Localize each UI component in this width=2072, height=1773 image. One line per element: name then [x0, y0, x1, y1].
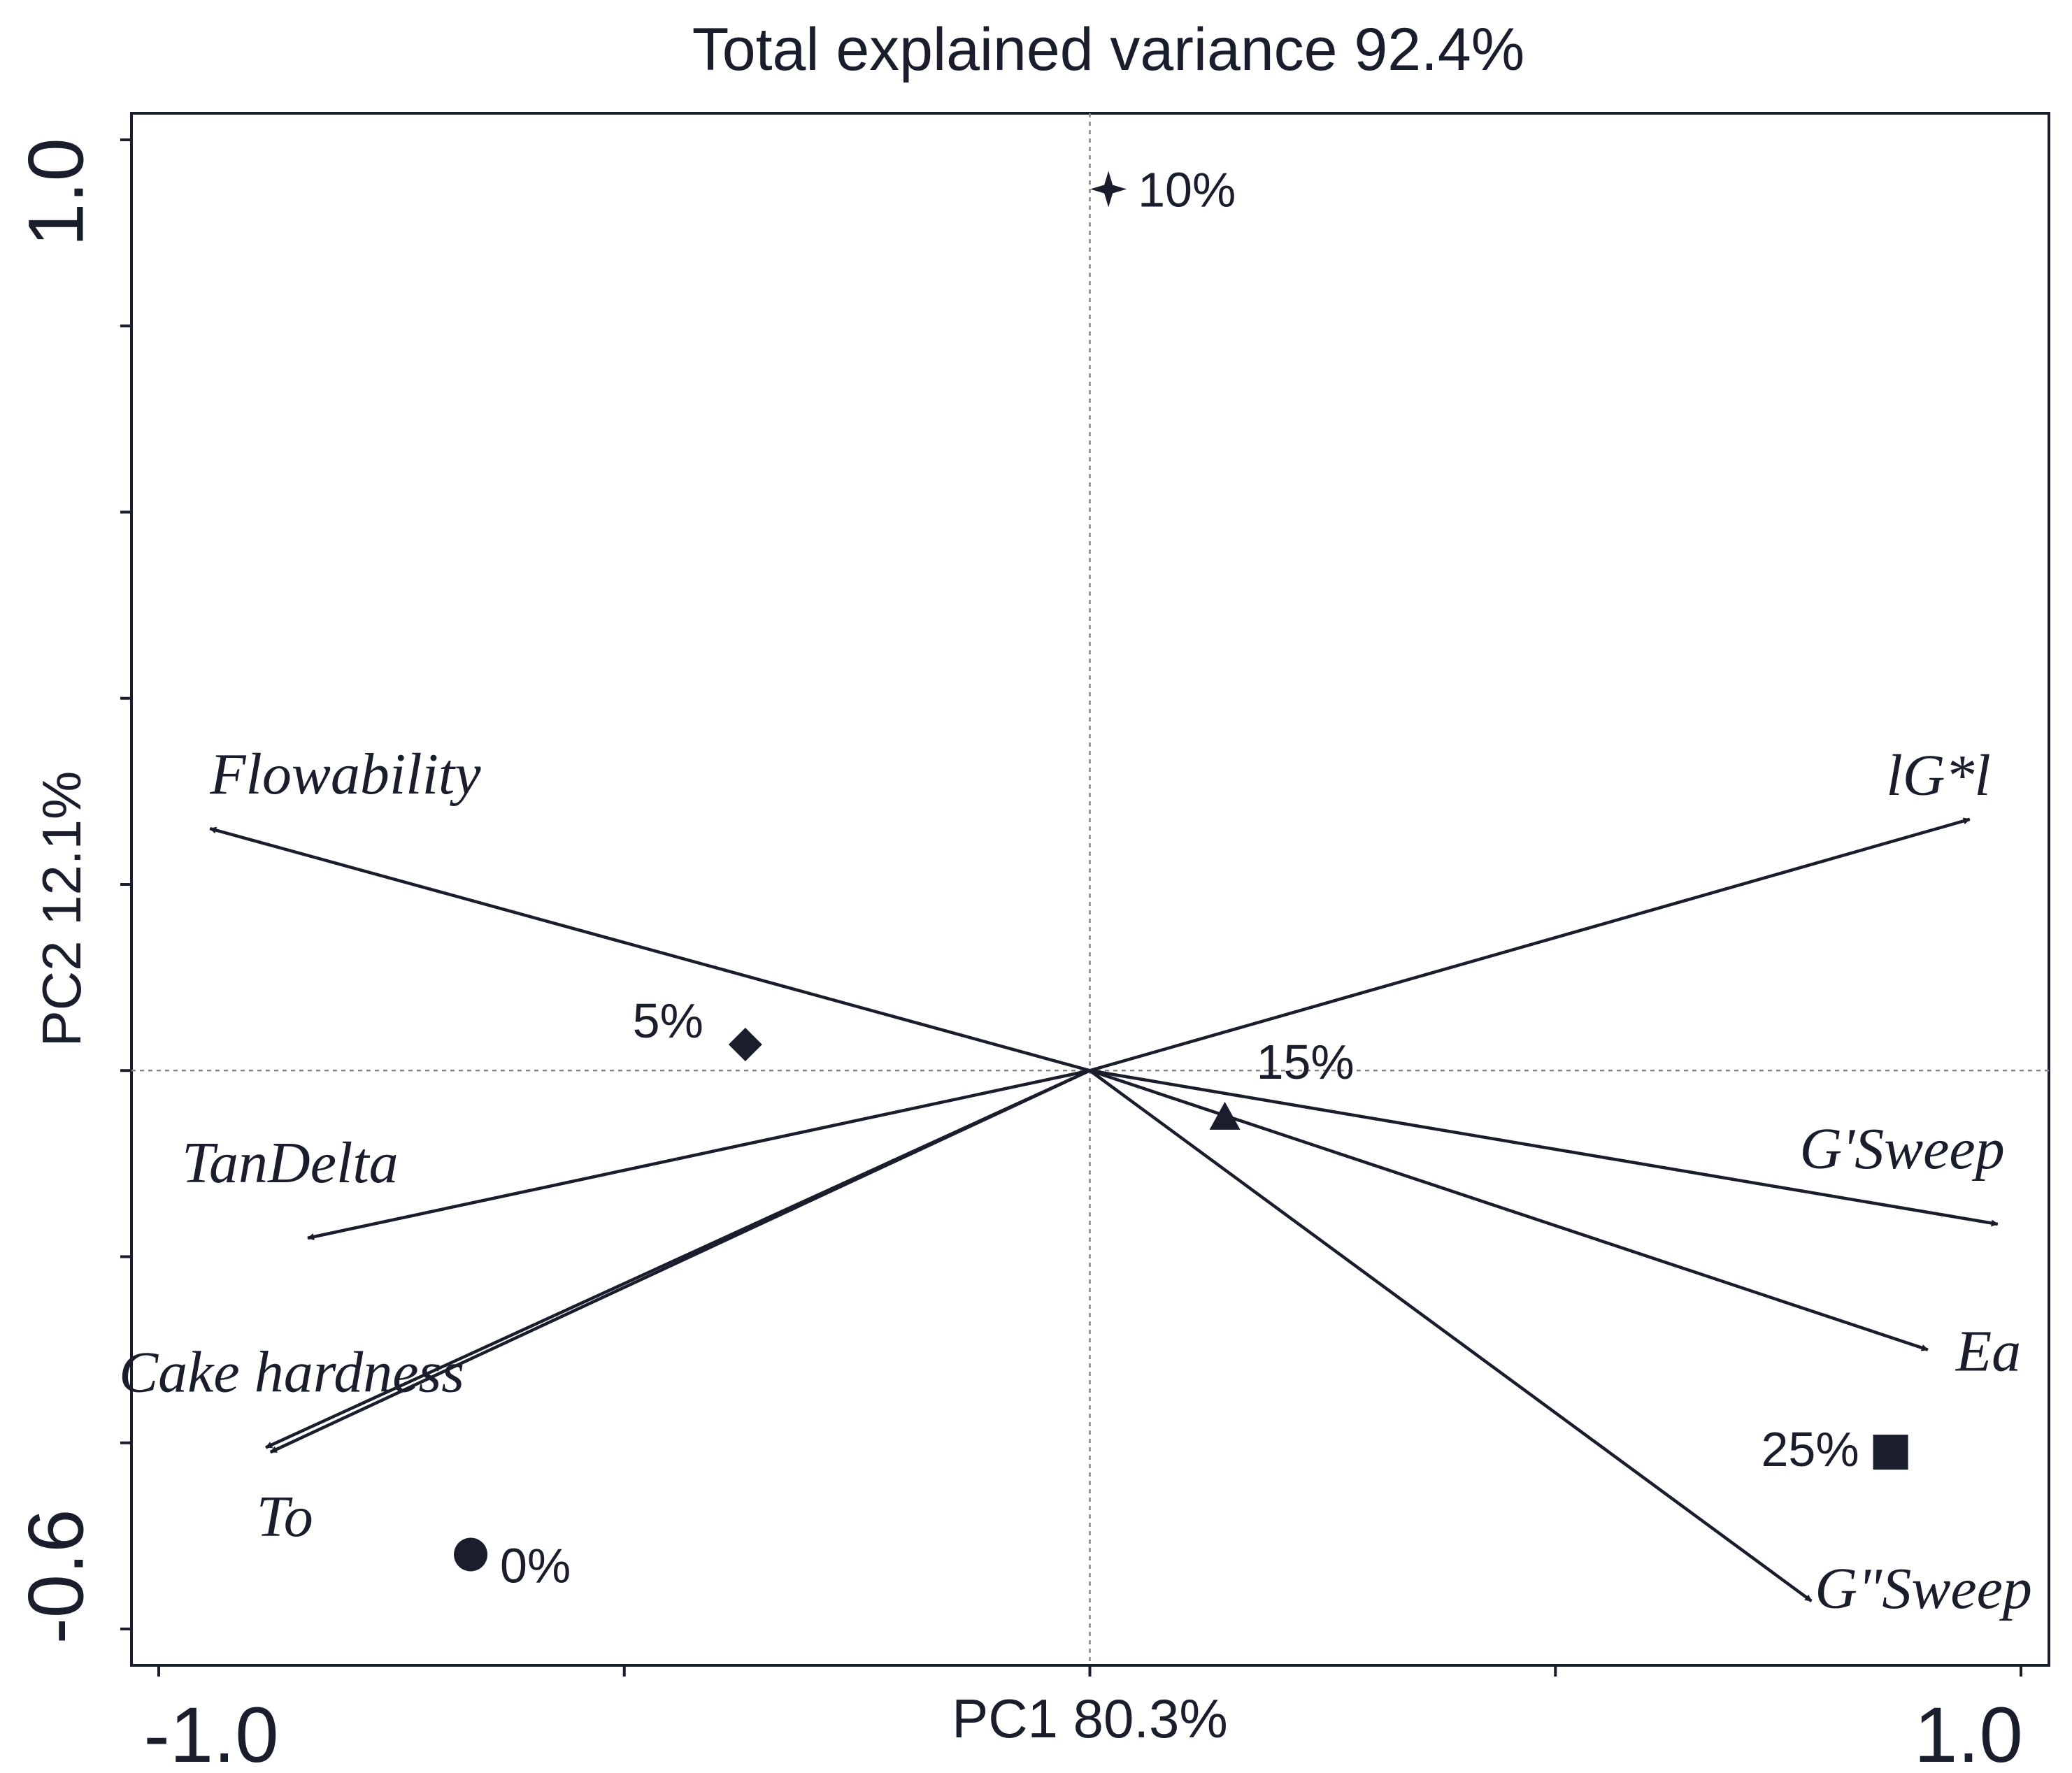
- loading-label-g-sweep: G"Sweep: [1815, 1556, 2032, 1621]
- chart-title: Total explained variance 92.4%: [692, 16, 1524, 83]
- x-tick-label-max: 1.0: [1914, 1691, 2023, 1773]
- loading-label-ea: Ea: [1955, 1319, 2021, 1384]
- loading-label-tandelta: TanDelta: [182, 1130, 399, 1196]
- y-tick-label-min: -0.6: [13, 1509, 100, 1644]
- sample-label-15pct: 15%: [1257, 1035, 1355, 1089]
- loading-label-lg-l: lG*l: [1886, 743, 1990, 808]
- x-axis-ticks: [157, 1665, 2022, 1677]
- sample-label-0pct: 0%: [500, 1539, 571, 1593]
- loading-arrow-lg-l: [1089, 817, 1971, 1072]
- loading-arrow-ea: [1089, 1069, 1929, 1351]
- y-axis-label: PC2 12.1%: [31, 771, 92, 1047]
- x-tick-label-min: -1.0: [144, 1691, 279, 1773]
- loading-label-to: To: [257, 1484, 313, 1549]
- loading-arrow-g-sweep: [1089, 1069, 1999, 1227]
- sample-points: 0% 5% 10% 15% 25%: [454, 163, 1908, 1593]
- loading-vectors: Flowability lG*l TanDelta Cake hardness To G'…: [119, 742, 2032, 1621]
- sample-label-10pct: 10%: [1138, 163, 1236, 217]
- loading-label-g-sweep: G'Sweep: [1799, 1117, 2004, 1182]
- sample-label-25pct: 25%: [1761, 1422, 1859, 1477]
- loading-arrow-to: [269, 1069, 1091, 1454]
- sample-marker-0pct: [454, 1537, 488, 1572]
- loading-arrow-tandelta: [307, 1069, 1090, 1240]
- loading-label-cake-hardness: Cake hardness: [119, 1340, 464, 1405]
- sample-marker-10pct: [1090, 171, 1127, 208]
- loading-label-flowability: Flowability: [209, 742, 481, 807]
- sample-marker-15pct: [1209, 1101, 1241, 1130]
- loading-arrow-flowability: [209, 826, 1091, 1072]
- sample-marker-5pct: [728, 1027, 762, 1061]
- x-axis-label: PC1 80.3%: [952, 1688, 1228, 1749]
- y-axis-ticks: [120, 138, 131, 1630]
- y-tick-label-max: 1.0: [13, 138, 100, 247]
- sample-label-5pct: 5%: [633, 993, 703, 1048]
- sample-marker-25pct: [1873, 1435, 1908, 1470]
- loading-arrow-g-sweep: [1089, 1069, 1813, 1602]
